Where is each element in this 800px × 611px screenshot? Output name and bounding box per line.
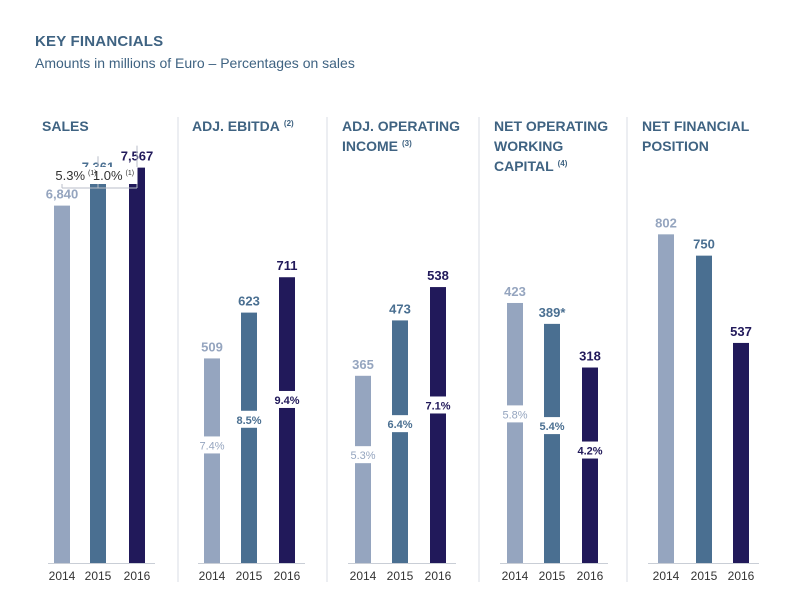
year-label: 2014 (502, 569, 529, 583)
pct-label: 8.5% (236, 415, 261, 427)
bar-2014 (507, 302, 523, 563)
pct-label-bg (535, 417, 569, 435)
value-label: 509 (201, 339, 223, 354)
pct-label-bg (270, 390, 304, 408)
value-label: 6,840 (46, 187, 79, 202)
bar-2016 (129, 167, 145, 563)
pct-label-bg (346, 446, 380, 464)
value-label: 623 (238, 294, 260, 309)
pct-label-bg (195, 436, 229, 454)
pct-label: 5.4% (539, 421, 564, 433)
pct-label: 9.4% (274, 395, 299, 407)
panel-title-footnote: (3) (402, 139, 412, 148)
bar-2015 (544, 323, 560, 563)
value-label: 538 (427, 268, 449, 283)
pct-label-bg (232, 410, 266, 428)
panel-title-footnote: (4) (558, 159, 568, 168)
panel-title: INCOME (3) (342, 138, 412, 154)
panel-title: SALES (42, 118, 89, 134)
panel-title: ADJ. OPERATING (342, 118, 460, 134)
year-label: 2015 (85, 569, 112, 583)
bar-2014 (204, 358, 220, 563)
bar-2015 (392, 320, 408, 563)
year-label: 2014 (199, 569, 226, 583)
panel-title: ADJ. EBITDA (2) (192, 118, 294, 134)
pct-label: 5.8% (502, 409, 527, 421)
bar-2015 (90, 178, 106, 563)
year-label: 2014 (49, 569, 76, 583)
panel-title: NET OPERATING (494, 118, 608, 134)
pct-label: 6.4% (387, 419, 412, 431)
growth-label-bg (97, 167, 138, 184)
panel-title: NET FINANCIAL (642, 118, 750, 134)
pct-label-bg (498, 405, 532, 423)
value-label: 423 (504, 284, 526, 299)
growth-label-bg (60, 167, 100, 184)
year-label: 2016 (124, 569, 151, 583)
bar-2016 (430, 287, 446, 563)
panel-title-footnote: (2) (284, 119, 294, 128)
panel-title: WORKING (494, 138, 563, 154)
year-label: 2016 (728, 569, 755, 583)
pct-label: 4.2% (577, 446, 602, 458)
bar-2016 (279, 277, 295, 563)
pct-label-bg (421, 396, 455, 414)
value-label: 711 (277, 258, 298, 273)
chart-subtitle: Amounts in millions of Euro – Percentage… (35, 55, 355, 71)
value-label: 389* (539, 305, 567, 320)
year-label: 2015 (387, 569, 414, 583)
year-label: 2015 (691, 569, 718, 583)
value-label: 537 (730, 324, 752, 339)
chart-title: KEY FINANCIALS (35, 33, 164, 50)
panel-title: POSITION (642, 138, 709, 154)
pct-label: 7.1% (425, 400, 450, 412)
value-label: 365 (352, 357, 374, 372)
year-label: 2014 (653, 569, 680, 583)
pct-label: 5.3% (350, 450, 375, 462)
bar-2016 (582, 367, 598, 563)
year-label: 2016 (425, 569, 452, 583)
growth-label-footnote: (1) (88, 170, 97, 177)
year-label: 2015 (236, 569, 263, 583)
year-label: 2015 (539, 569, 566, 583)
bar-2014 (355, 375, 371, 563)
bar-2016 (733, 342, 749, 563)
year-label: 2016 (577, 569, 604, 583)
value-label: 802 (655, 215, 677, 230)
growth-label-footnote: (1) (126, 170, 135, 177)
value-label: 473 (389, 301, 411, 316)
panel-title: CAPITAL (4) (494, 158, 568, 174)
value-label: 318 (579, 349, 601, 364)
bar-2014 (54, 205, 70, 564)
bar-2015 (696, 255, 712, 563)
bar-2014 (658, 234, 674, 563)
year-label: 2016 (274, 569, 301, 583)
pct-label-bg (383, 415, 417, 433)
value-label: 750 (693, 237, 715, 252)
year-label: 2014 (350, 569, 377, 583)
pct-label-bg (573, 441, 607, 459)
bar-2015 (241, 312, 257, 563)
pct-label: 7.4% (199, 440, 224, 452)
